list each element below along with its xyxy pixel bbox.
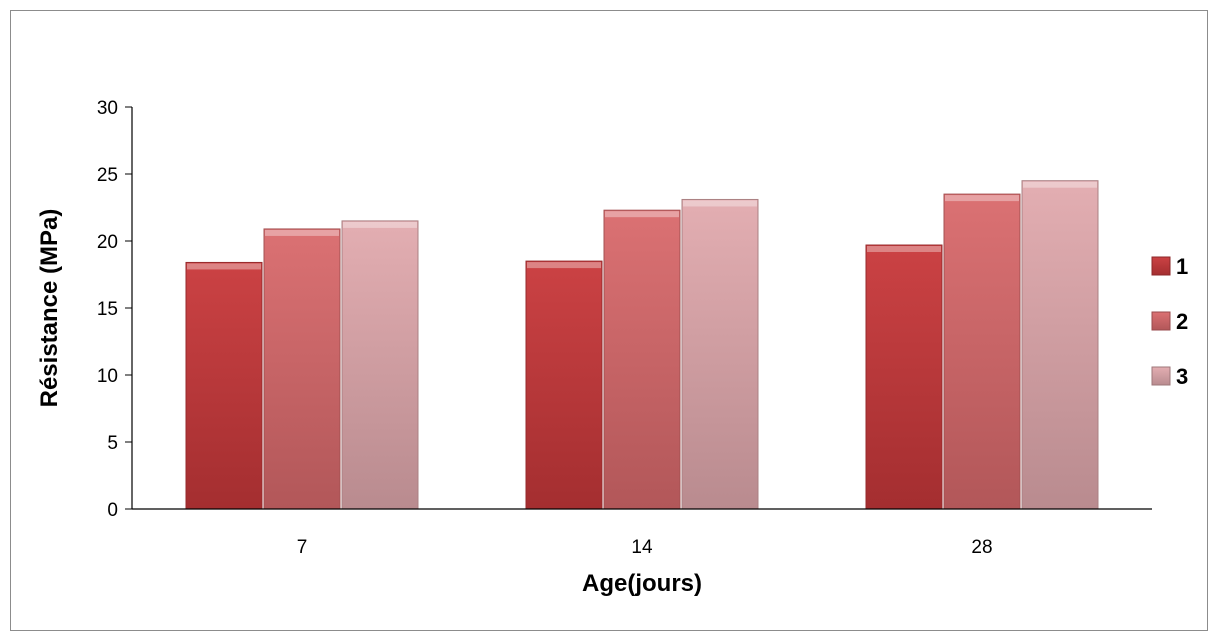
legend-label-2: 2	[1176, 309, 1188, 334]
bar-highlight	[605, 211, 679, 218]
x-axis-ticks: 7 14 28	[297, 537, 993, 558]
bar-series-3-14	[681, 198, 759, 510]
x-tick-label: 14	[631, 537, 653, 558]
y-axis-title: Résistance (MPa)	[36, 209, 63, 408]
bar-series-2-14	[603, 209, 681, 510]
y-tick-label: 25	[97, 165, 118, 186]
y-tick-label: 5	[107, 433, 118, 454]
x-tick-label: 28	[971, 537, 992, 558]
axes	[131, 107, 1152, 510]
bar-series-3-7	[341, 220, 419, 510]
bar-series-1-28	[865, 244, 943, 510]
legend-label-1: 1	[1176, 254, 1188, 279]
y-tick-label: 0	[107, 500, 118, 521]
bar-highlight	[343, 221, 417, 228]
bar-series-1-7	[185, 261, 263, 510]
bars	[185, 180, 1099, 510]
bar-series-1-14	[525, 260, 603, 510]
x-tick-label: 7	[297, 537, 308, 558]
bar-highlight	[945, 195, 1019, 202]
bar-highlight	[1023, 181, 1097, 188]
bar-highlight	[867, 246, 941, 253]
legend-swatch-2	[1151, 311, 1171, 331]
bar-highlight	[527, 262, 601, 269]
y-axis-ticks: 0 5 10 15 20 25 30	[97, 98, 132, 521]
bar-series-2-28	[943, 193, 1021, 510]
y-tick-label: 15	[97, 299, 118, 320]
legend: 1 2 3	[1151, 254, 1188, 389]
bar-highlight	[265, 229, 339, 236]
bar-highlight	[187, 263, 261, 270]
bar-series-3-28	[1021, 180, 1099, 510]
legend-swatch-3	[1151, 366, 1171, 386]
y-tick-label: 10	[97, 366, 118, 387]
legend-label-3: 3	[1176, 364, 1188, 389]
x-axis-title: Age(jours)	[582, 570, 702, 597]
y-tick-label: 30	[97, 98, 118, 119]
bar-series-2-7	[263, 228, 341, 510]
y-tick-label: 20	[97, 232, 118, 253]
legend-swatch-1	[1151, 256, 1171, 276]
bar-highlight	[683, 200, 757, 207]
